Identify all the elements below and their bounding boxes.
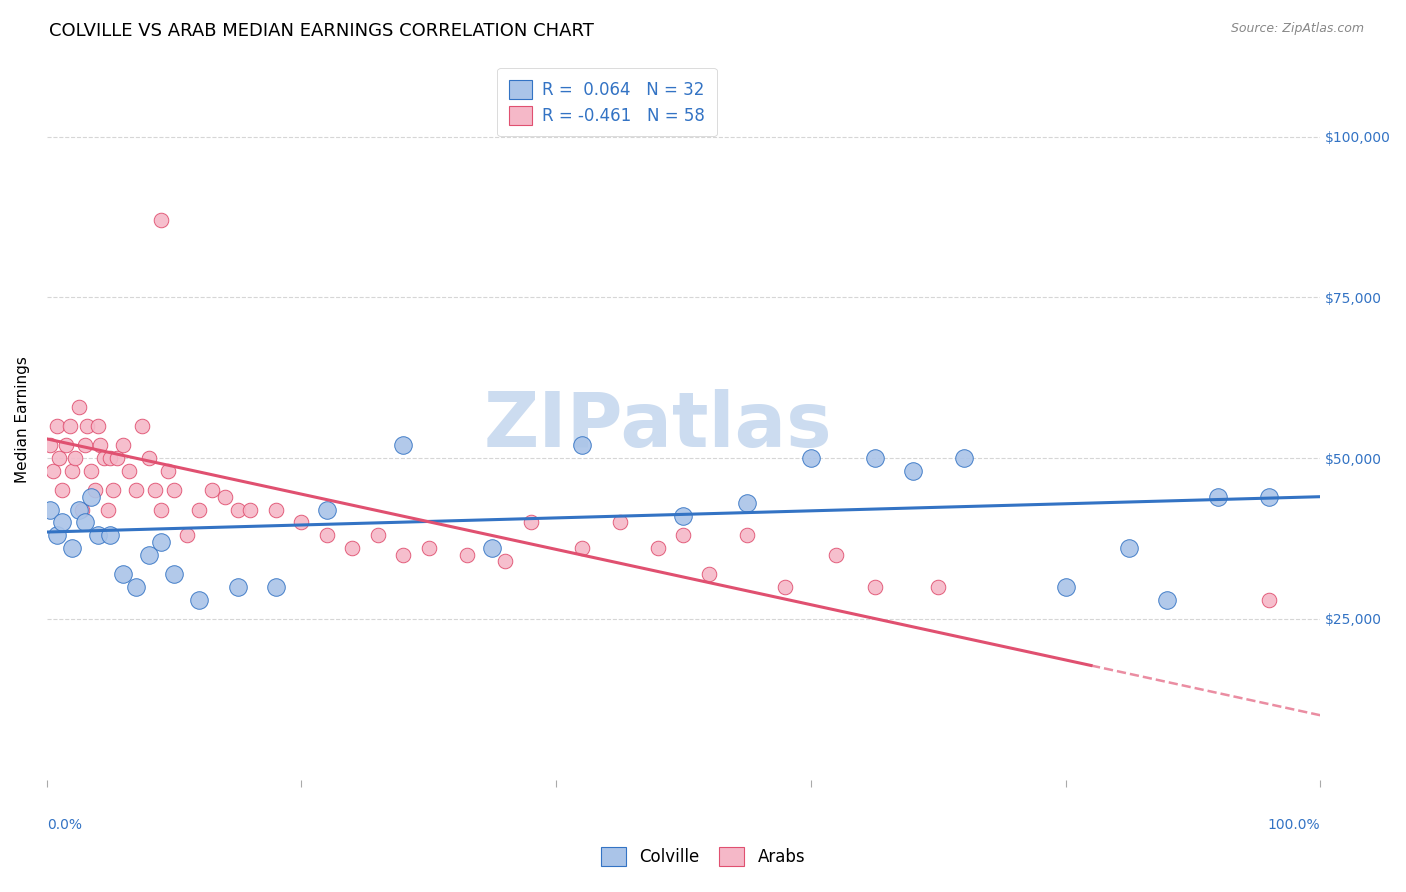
Point [188,592,211,607]
Point [112,438,135,452]
Point [901,464,924,478]
Point [176,528,198,542]
Point [863,451,886,466]
Point [315,528,337,542]
Point [150,213,173,227]
Point [80,490,103,504]
Point [86,419,108,434]
Point [60,541,83,555]
Point [93,451,115,466]
Point [89,438,111,452]
Point [138,451,160,466]
Point [55,438,77,452]
Point [392,438,415,452]
Point [226,502,249,516]
Point [58,419,80,434]
Legend: R =  0.064   N = 32, R = -0.461   N = 58: R = 0.064 N = 32, R = -0.461 N = 58 [498,68,717,136]
Point [84,483,107,498]
Point [143,483,166,498]
Point [118,464,141,478]
Point [72,502,94,516]
Point [825,548,848,562]
Point [112,566,135,581]
Point [342,541,364,555]
Legend: Colville, Arabs: Colville, Arabs [592,838,814,875]
Point [131,419,153,434]
Point [571,438,593,452]
Point [76,419,98,434]
Point [60,464,83,478]
Point [226,580,249,594]
Point [67,400,90,414]
Point [125,580,148,594]
Text: ZIPatlas: ZIPatlas [484,389,832,463]
Point [264,502,287,516]
Point [214,490,236,504]
Text: Source: ZipAtlas.com: Source: ZipAtlas.com [1230,22,1364,36]
Point [63,451,86,466]
Point [39,438,62,452]
Point [97,502,120,516]
Point [80,464,103,478]
Point [150,502,173,516]
Point [647,541,669,555]
Point [156,464,179,478]
Text: 100.0%: 100.0% [1268,818,1320,832]
Point [697,566,720,581]
Point [290,516,312,530]
Point [101,483,124,498]
Point [239,502,262,516]
Point [67,502,90,516]
Point [735,528,758,542]
Text: COLVILLE VS ARAB MEDIAN EARNINGS CORRELATION CHART: COLVILLE VS ARAB MEDIAN EARNINGS CORRELA… [49,22,595,40]
Point [456,548,478,562]
Point [863,580,886,594]
Point [952,451,974,466]
Point [125,483,148,498]
Point [73,516,96,530]
Point [927,580,949,594]
Point [672,508,695,523]
Point [39,502,62,516]
Point [1054,580,1077,594]
Point [150,534,173,549]
Point [367,528,389,542]
Point [264,580,287,594]
Point [163,483,186,498]
Point [48,451,70,466]
Point [392,548,415,562]
Point [188,502,211,516]
Point [609,516,631,530]
Point [800,451,823,466]
Point [1208,490,1230,504]
Point [1118,541,1140,555]
Point [201,483,224,498]
Point [42,464,65,478]
Point [571,541,593,555]
Point [1156,592,1178,607]
Point [1258,490,1281,504]
Point [105,451,128,466]
Point [98,528,121,542]
Point [98,451,121,466]
Point [51,516,73,530]
Point [315,502,337,516]
Point [45,419,67,434]
Point [73,438,96,452]
Point [481,541,503,555]
Point [163,566,186,581]
Point [735,496,758,510]
Point [775,580,797,594]
Point [519,516,541,530]
Point [418,541,440,555]
Point [45,528,67,542]
Text: 0.0%: 0.0% [46,818,82,832]
Point [51,483,73,498]
Point [138,548,160,562]
Point [1258,592,1281,607]
Y-axis label: Median Earnings: Median Earnings [15,356,30,483]
Point [672,528,695,542]
Point [86,528,108,542]
Point [494,554,516,568]
